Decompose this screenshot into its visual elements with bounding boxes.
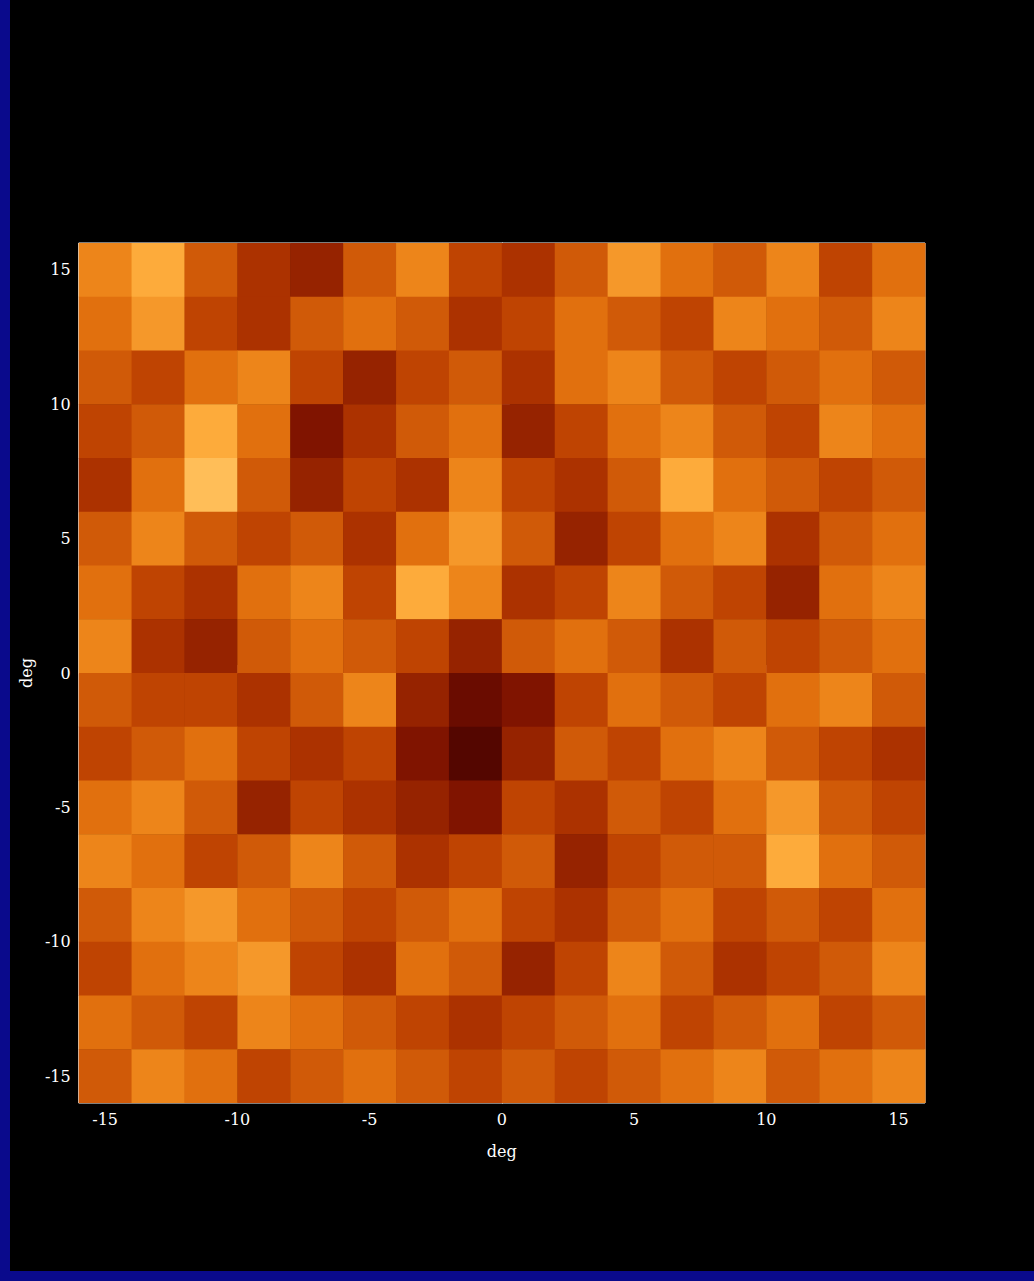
svg-text:-5: -5 bbox=[55, 798, 71, 817]
svg-text:-15: -15 bbox=[45, 1067, 71, 1086]
svg-text:15: 15 bbox=[50, 260, 70, 279]
svg-text:10: 10 bbox=[50, 395, 70, 414]
svg-text:15: 15 bbox=[888, 1110, 908, 1129]
svg-text:deg: deg bbox=[17, 658, 36, 688]
svg-text:0: 0 bbox=[497, 1110, 507, 1129]
svg-text:0: 0 bbox=[60, 664, 70, 683]
svg-text:-10: -10 bbox=[45, 932, 71, 951]
svg-text:-15: -15 bbox=[92, 1110, 118, 1129]
svg-text:-10: -10 bbox=[224, 1110, 250, 1129]
svg-text:deg: deg bbox=[487, 1142, 517, 1161]
svg-text:5: 5 bbox=[629, 1110, 639, 1129]
svg-text:10: 10 bbox=[756, 1110, 776, 1129]
svg-text:-5: -5 bbox=[362, 1110, 378, 1129]
svg-text:5: 5 bbox=[60, 529, 70, 548]
